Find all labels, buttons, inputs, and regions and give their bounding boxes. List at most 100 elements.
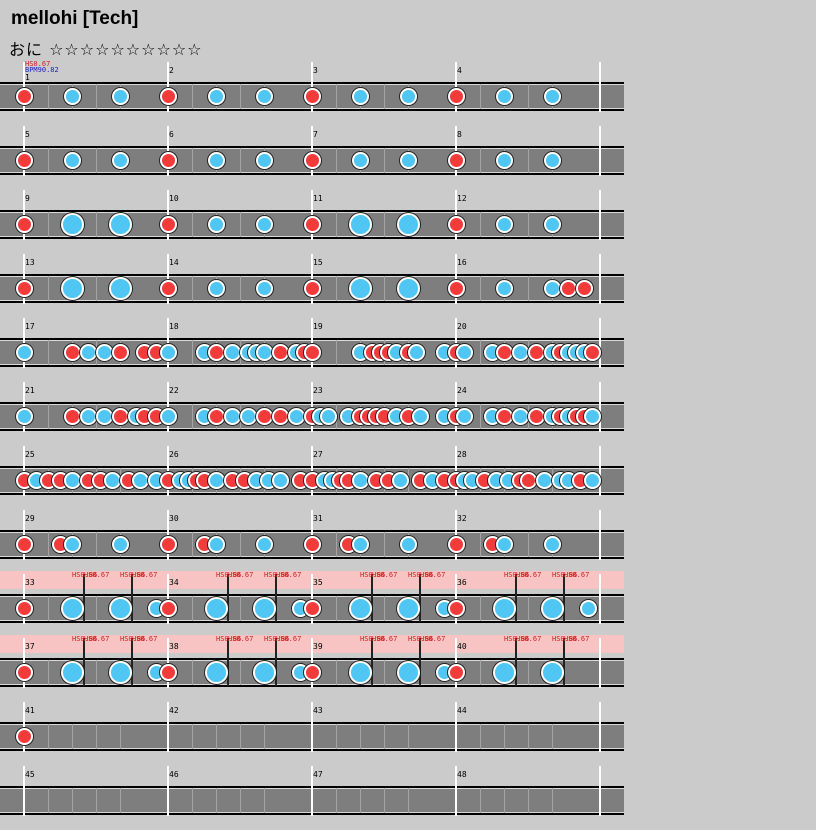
don-note bbox=[15, 600, 33, 617]
beat-line bbox=[216, 724, 217, 749]
chart-row: 17 18 19 20 bbox=[0, 318, 816, 382]
beat-line bbox=[384, 532, 385, 557]
bar-number: 14 bbox=[169, 258, 179, 267]
bar-number: 5 bbox=[25, 130, 30, 139]
beat-line bbox=[336, 596, 337, 621]
bar-number: 31 bbox=[313, 514, 323, 523]
beat-line bbox=[192, 532, 193, 557]
beat-line bbox=[240, 84, 241, 109]
don-note bbox=[111, 344, 129, 361]
beat-line bbox=[48, 788, 49, 813]
scroll-speed-label: HS0.67 bbox=[132, 635, 158, 643]
bar-number: 8 bbox=[457, 130, 462, 139]
scroll-speed-label: HS0.67 bbox=[276, 571, 302, 579]
ka-note bbox=[455, 408, 473, 425]
bar-line bbox=[599, 318, 601, 368]
beat-line bbox=[192, 340, 193, 365]
beat-line bbox=[480, 276, 481, 301]
bar-number: 38 bbox=[169, 642, 179, 651]
beat-line bbox=[528, 148, 529, 173]
beat-line bbox=[96, 84, 97, 109]
scroll-speed-label: HS0.86 bbox=[504, 635, 530, 643]
scroll-speed-label: HS0.86 bbox=[72, 635, 98, 643]
bar-line bbox=[311, 766, 313, 816]
beat-line bbox=[192, 596, 193, 621]
bar-number: 17 bbox=[25, 322, 35, 331]
ka-note bbox=[255, 88, 273, 105]
ka-note bbox=[111, 536, 129, 553]
beat-line bbox=[480, 340, 481, 365]
ka-note bbox=[391, 472, 409, 489]
beat-line bbox=[552, 788, 553, 813]
bar-line bbox=[23, 702, 25, 752]
beat-line bbox=[48, 724, 49, 749]
bar-line bbox=[455, 574, 457, 624]
ka-note bbox=[455, 344, 473, 361]
beat-line bbox=[336, 788, 337, 813]
beat-line bbox=[384, 788, 385, 813]
bar-number: 33 bbox=[25, 578, 35, 587]
bar-number: 13 bbox=[25, 258, 35, 267]
beat-line bbox=[528, 596, 529, 621]
big-ka-note bbox=[204, 597, 228, 620]
chart-row: 41 42 43 44 bbox=[0, 702, 816, 766]
ka-note bbox=[15, 344, 33, 361]
bar-line bbox=[455, 254, 457, 304]
ka-note bbox=[159, 408, 177, 425]
scroll-speed-label: HS0.86 bbox=[120, 635, 146, 643]
bar-line bbox=[23, 190, 25, 240]
bar-number: 3 bbox=[313, 66, 318, 75]
don-note bbox=[15, 152, 33, 169]
beat-line bbox=[480, 660, 481, 685]
initial-hs-label: HS0.67 bbox=[25, 60, 51, 68]
beat-line bbox=[480, 532, 481, 557]
bar-line bbox=[599, 638, 601, 688]
don-note bbox=[15, 536, 33, 553]
scroll-speed-label: HS0.67 bbox=[516, 635, 542, 643]
big-ka-note bbox=[396, 661, 420, 684]
beat-line bbox=[192, 788, 193, 813]
beat-line bbox=[552, 724, 553, 749]
don-note bbox=[159, 536, 177, 553]
bar-line bbox=[599, 126, 601, 176]
scroll-speed-label: HS0.67 bbox=[420, 635, 446, 643]
ka-note bbox=[495, 536, 513, 553]
don-note bbox=[527, 408, 545, 425]
beat-line bbox=[504, 724, 505, 749]
bar-line bbox=[455, 638, 457, 688]
bar-line bbox=[23, 766, 25, 816]
scroll-speed-label: HS0.86 bbox=[360, 571, 386, 579]
bar-number: 32 bbox=[457, 514, 467, 523]
scroll-change-line bbox=[371, 638, 373, 686]
bar-line bbox=[455, 446, 457, 496]
bar-line bbox=[455, 190, 457, 240]
scroll-change-line bbox=[131, 638, 133, 686]
big-ka-note bbox=[396, 597, 420, 620]
bar-number: 47 bbox=[313, 770, 323, 779]
don-note bbox=[15, 216, 33, 233]
bar-number: 21 bbox=[25, 386, 35, 395]
bar-line bbox=[311, 382, 313, 432]
bar-number: 7 bbox=[313, 130, 318, 139]
ka-note bbox=[511, 408, 529, 425]
don-note bbox=[159, 88, 177, 105]
bar-number: 9 bbox=[25, 194, 30, 203]
scroll-speed-label: HS0.86 bbox=[120, 571, 146, 579]
big-ka-note bbox=[348, 661, 372, 684]
bar-number: 2 bbox=[169, 66, 174, 75]
big-ka-note bbox=[108, 661, 132, 684]
ka-note bbox=[239, 408, 257, 425]
ka-note bbox=[543, 536, 561, 553]
beat-line bbox=[480, 724, 481, 749]
bar-number: 12 bbox=[457, 194, 467, 203]
bar-line bbox=[23, 574, 25, 624]
don-note bbox=[559, 280, 577, 297]
beat-line bbox=[240, 724, 241, 749]
beat-line bbox=[336, 212, 337, 237]
ka-note bbox=[319, 408, 337, 425]
beat-line bbox=[336, 148, 337, 173]
beat-line bbox=[96, 724, 97, 749]
big-ka-note bbox=[540, 597, 564, 620]
big-ka-note bbox=[252, 661, 276, 684]
bar-line bbox=[311, 126, 313, 176]
